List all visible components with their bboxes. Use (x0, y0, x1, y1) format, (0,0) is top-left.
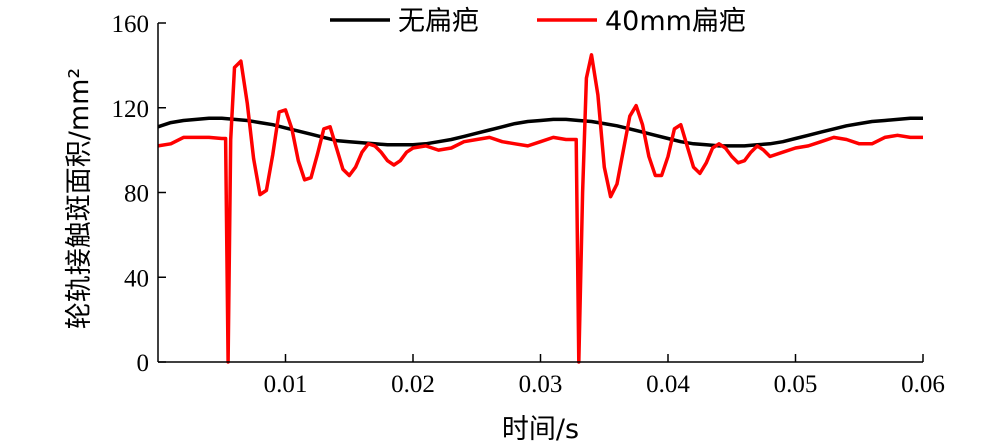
legend: 无扁疤 40mm扁疤 (330, 6, 746, 37)
axes (157, 23, 923, 363)
y-tick-label: 120 (112, 96, 150, 123)
x-tick-label: 0.06 (901, 371, 945, 398)
legend-label-2: 40mm扁疤 (605, 6, 746, 37)
y-axis-title: 轮轨接触斑面积/mm² (64, 68, 95, 330)
x-tick-label: 0.05 (774, 371, 818, 398)
y-tick-label: 0 (137, 350, 150, 377)
y-tick-label: 40 (124, 265, 149, 292)
x-tick-label: 0.02 (391, 371, 435, 398)
series-line-1 (157, 116, 923, 148)
legend-label-1: 无扁疤 (398, 6, 479, 37)
x-tick-label: 0.01 (264, 371, 308, 398)
series-line-2 (157, 53, 923, 364)
y-tick-label: 160 (112, 11, 150, 38)
x-tick-label: 0.03 (519, 371, 563, 398)
ticks: 0.01 0.02 0.03 0.04 0.05 0.06 0 40 80 120 160 (112, 11, 945, 398)
plot-area (157, 53, 923, 364)
y-tick-label: 80 (124, 181, 149, 208)
x-tick-label: 0.04 (646, 371, 690, 398)
x-axis-title: 时间/s (502, 414, 579, 445)
